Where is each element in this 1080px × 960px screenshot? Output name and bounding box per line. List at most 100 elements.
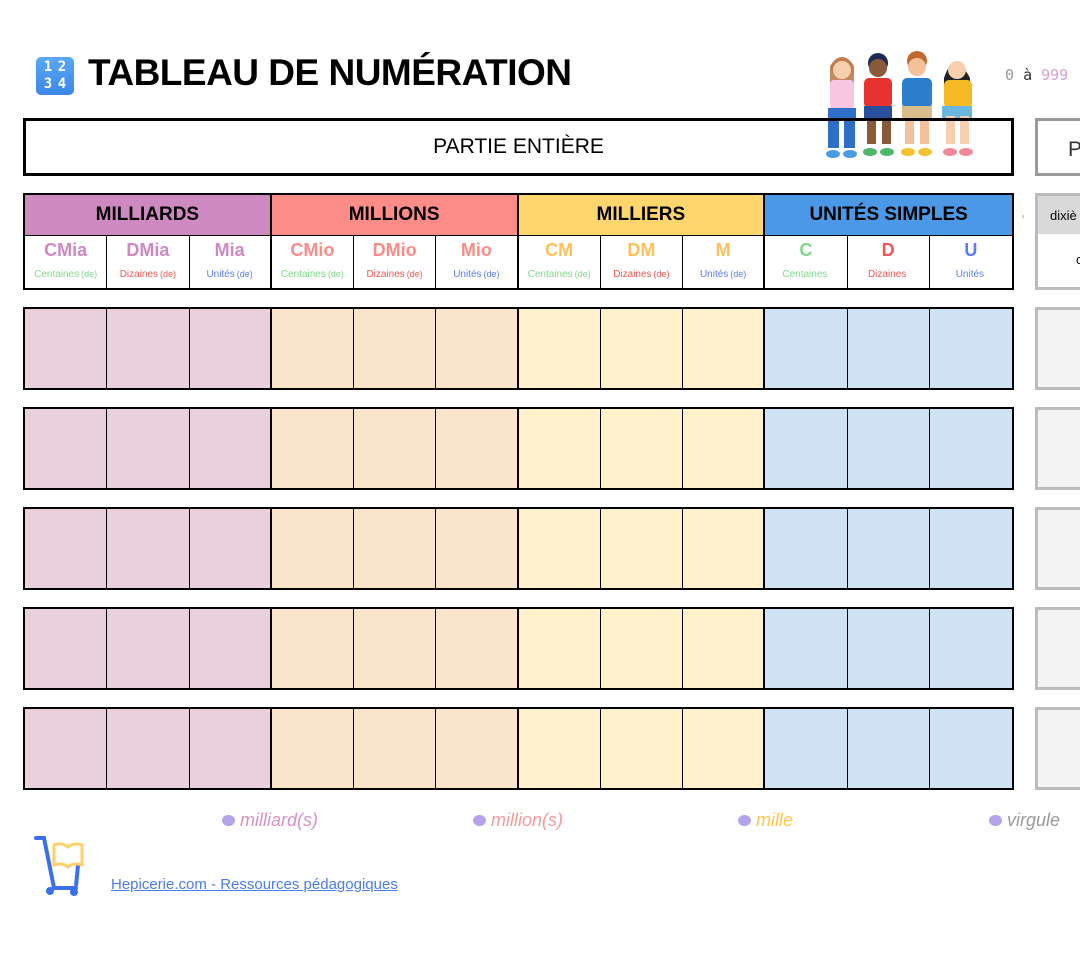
digit-cell-dmia[interactable] — [107, 509, 190, 588]
decimal-cell[interactable] — [1035, 407, 1080, 490]
column-headers: MILLIARDS MILLIONS MILLIERS UNITÉS SIMPLES C… — [23, 193, 1014, 290]
group-word: milliard(s) — [222, 810, 318, 831]
column-label: Unités (de) — [190, 269, 270, 280]
digit-cell-cmia[interactable] — [25, 709, 108, 788]
digit-cell-u[interactable] — [929, 609, 1012, 688]
digit-cell-m[interactable] — [683, 309, 766, 388]
digit-cell-mio[interactable] — [436, 409, 519, 488]
digit-cell-mia[interactable] — [189, 309, 272, 388]
digit-cell-dmia[interactable] — [107, 309, 190, 388]
digit-cell-d[interactable] — [847, 709, 930, 788]
digit-cell-dmio[interactable] — [354, 309, 437, 388]
column-name: Unités — [453, 269, 482, 280]
digit-cell-cmio[interactable] — [271, 609, 354, 688]
digit-cell-c[interactable] — [765, 709, 848, 788]
digit-cell-u[interactable] — [929, 709, 1012, 788]
column-abbr: Mia — [214, 240, 245, 260]
column-suffix: (de) — [327, 269, 344, 279]
column-name: Unités — [699, 269, 729, 280]
column-label: Centaines (de) — [25, 269, 106, 280]
digit-cell-mia[interactable] — [189, 709, 272, 788]
digit-cell-cm[interactable] — [518, 709, 601, 788]
word-label: mille — [756, 810, 794, 830]
digit-cell-d[interactable] — [847, 309, 930, 388]
digit-cell-cmio[interactable] — [271, 409, 354, 488]
decimal-cell[interactable] — [1035, 607, 1080, 690]
partie-decimale-header: P — [1035, 118, 1080, 176]
column-label: Centaines — [765, 269, 846, 280]
digit-cell-m[interactable] — [683, 509, 766, 588]
digit-cell-c[interactable] — [765, 509, 848, 588]
digit-cell-cmio[interactable] — [271, 309, 354, 388]
digit-cell-dmio[interactable] — [354, 709, 437, 788]
column-name: Dizaines — [366, 269, 405, 280]
digit-cell-m[interactable] — [683, 709, 766, 788]
digit-cell-mia[interactable] — [189, 609, 272, 688]
digit-cell-cmia[interactable] — [25, 509, 108, 588]
number-row — [23, 407, 1014, 490]
digit-cell-cm[interactable] — [518, 509, 601, 588]
digit-cell-cm[interactable] — [518, 409, 601, 488]
digit-cell-c[interactable] — [765, 609, 848, 688]
digit-cell-u[interactable] — [929, 409, 1012, 488]
digit-cell-dmia[interactable] — [107, 409, 190, 488]
column-suffix: (de) — [574, 269, 591, 279]
digit: 3 — [43, 76, 53, 92]
column-abbr: U — [964, 240, 978, 260]
digit-cell-dm[interactable] — [600, 709, 683, 788]
digit-cell-cm[interactable] — [518, 609, 601, 688]
digit-cell-mio[interactable] — [436, 709, 519, 788]
digit-cell-u[interactable] — [929, 509, 1012, 588]
digit-cell-dm[interactable] — [600, 609, 683, 688]
digit-cell-dmio[interactable] — [354, 509, 437, 588]
column-name: Centaines — [34, 269, 80, 280]
column-name: Dizaines — [119, 269, 159, 280]
digit-cell-c[interactable] — [765, 309, 848, 388]
digit-cell-dm[interactable] — [600, 509, 683, 588]
column-suffix: (de) — [730, 269, 747, 279]
column-header-mio: Mio Unités (de) — [436, 235, 519, 288]
digit-cell-d[interactable] — [847, 409, 930, 488]
column-label: Dizaines — [848, 269, 929, 280]
column-header-u: U Unités — [929, 235, 1012, 288]
digit-cell-mia[interactable] — [189, 509, 272, 588]
digit: 1 — [43, 59, 53, 75]
digit-cell-u[interactable] — [929, 309, 1012, 388]
digit-cell-d[interactable] — [847, 609, 930, 688]
decimal-cell[interactable] — [1035, 307, 1080, 390]
group-word: mille — [738, 810, 793, 831]
digit-cell-c[interactable] — [765, 409, 848, 488]
digit-cell-cmia[interactable] — [25, 409, 108, 488]
digit-cell-dmio[interactable] — [354, 609, 437, 688]
digit-cell-mio[interactable] — [436, 609, 519, 688]
column-suffix: (de) — [406, 269, 423, 279]
digit-cell-cm[interactable] — [518, 309, 601, 388]
digit-cell-dmio[interactable] — [354, 409, 437, 488]
digit-cell-dmia[interactable] — [107, 609, 190, 688]
column-abbr: CM — [545, 240, 574, 260]
digit-cell-dmia[interactable] — [107, 709, 190, 788]
decimal-cell[interactable] — [1035, 507, 1080, 590]
digit-cell-m[interactable] — [683, 409, 766, 488]
number-row — [23, 307, 1014, 390]
digit-cell-cmio[interactable] — [271, 709, 354, 788]
word-label: million(s) — [491, 810, 563, 830]
number-row — [23, 707, 1014, 790]
decimal-cell[interactable] — [1035, 707, 1080, 790]
digit-cell-mio[interactable] — [436, 309, 519, 388]
group-header-millions: MILLIONS — [271, 195, 519, 235]
column-abbr: DMia — [126, 240, 170, 260]
digit-cell-cmio[interactable] — [271, 509, 354, 588]
digit-cell-dm[interactable] — [600, 409, 683, 488]
group-header-milliers: MILLIERS — [518, 195, 766, 235]
digit-cell-d[interactable] — [847, 509, 930, 588]
digit-cell-mia[interactable] — [189, 409, 272, 488]
hepicerie-link[interactable]: Hepicerie.com - Ressources pédagogiques — [111, 876, 398, 893]
digit-cell-cmia[interactable] — [25, 609, 108, 688]
digit-cell-cmia[interactable] — [25, 309, 108, 388]
digit-cell-dm[interactable] — [600, 309, 683, 388]
digit-cell-mio[interactable] — [436, 509, 519, 588]
column-suffix: (de) — [236, 269, 253, 279]
digit-cell-m[interactable] — [683, 609, 766, 688]
number-range: 0 à 999 — [1005, 66, 1068, 84]
